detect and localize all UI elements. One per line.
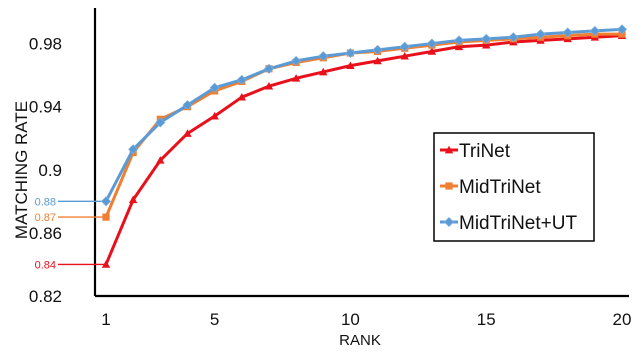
y-tick-label: 0.9 [38,161,62,180]
data-point [209,82,220,93]
data-point [508,32,519,43]
data-point [264,81,274,90]
x-tick-label: 5 [210,310,219,329]
legend-marker [445,182,453,190]
data-point [318,51,329,62]
data-point [128,144,139,155]
data-point [345,47,356,59]
annotation-label: 0.84 [35,259,56,271]
data-point [346,61,355,70]
data-point [482,40,491,49]
data-point [426,38,437,49]
data-point [263,63,274,74]
data-point [100,196,112,207]
data-point [454,35,465,46]
series-line-midtrinet-ut [104,27,623,203]
data-point [291,55,302,66]
data-point [454,42,464,51]
data-point [400,51,409,60]
legend-label: MidTriNet [459,177,541,198]
data-point [535,29,546,40]
y-axis-title: MATCHING RATE [12,101,31,239]
x-tick-label: 20 [613,310,632,329]
data-point [237,93,246,101]
data-point [399,41,410,52]
data-point [155,117,166,128]
y-tick-label: 0.82 [29,287,62,306]
data-point [481,33,492,44]
x-tick-label: 1 [101,310,110,329]
legend-box [433,132,595,242]
annotation-label: 0.88 [35,196,56,208]
x-tick-label: 10 [341,310,360,329]
data-point [210,111,219,120]
data-point [156,156,165,164]
legend-marker [443,216,455,228]
data-point [101,260,111,268]
data-point [236,74,247,85]
data-point [616,24,628,35]
annotation-label: 0.87 [35,212,56,224]
data-point [427,47,437,55]
data-point [562,27,573,38]
data-point [373,56,382,65]
x-tick-label: 15 [477,310,496,329]
data-point [291,74,301,82]
legend-label: MidTriNet+UT [459,213,577,234]
data-point [589,25,600,36]
y-tick-label: 0.94 [29,98,62,117]
data-point [102,213,110,221]
data-point [183,129,192,137]
plot-area: 0.820.860.90.940.981 5 10 15 200.880.870.84 [29,8,632,329]
data-point [128,195,138,204]
legend-marker [444,145,454,154]
y-tick-label: 0.98 [29,35,62,54]
data-point [319,67,328,76]
data-point [182,100,193,111]
legend-label: TriNet [459,141,511,162]
y-tick-label: 0.86 [29,224,62,243]
data-point [372,44,383,55]
series-line-trinet [104,34,623,266]
legend: TriNet MidTriNet MidTriNet+UT [433,132,595,242]
x-axis-title: RANK [339,332,381,349]
